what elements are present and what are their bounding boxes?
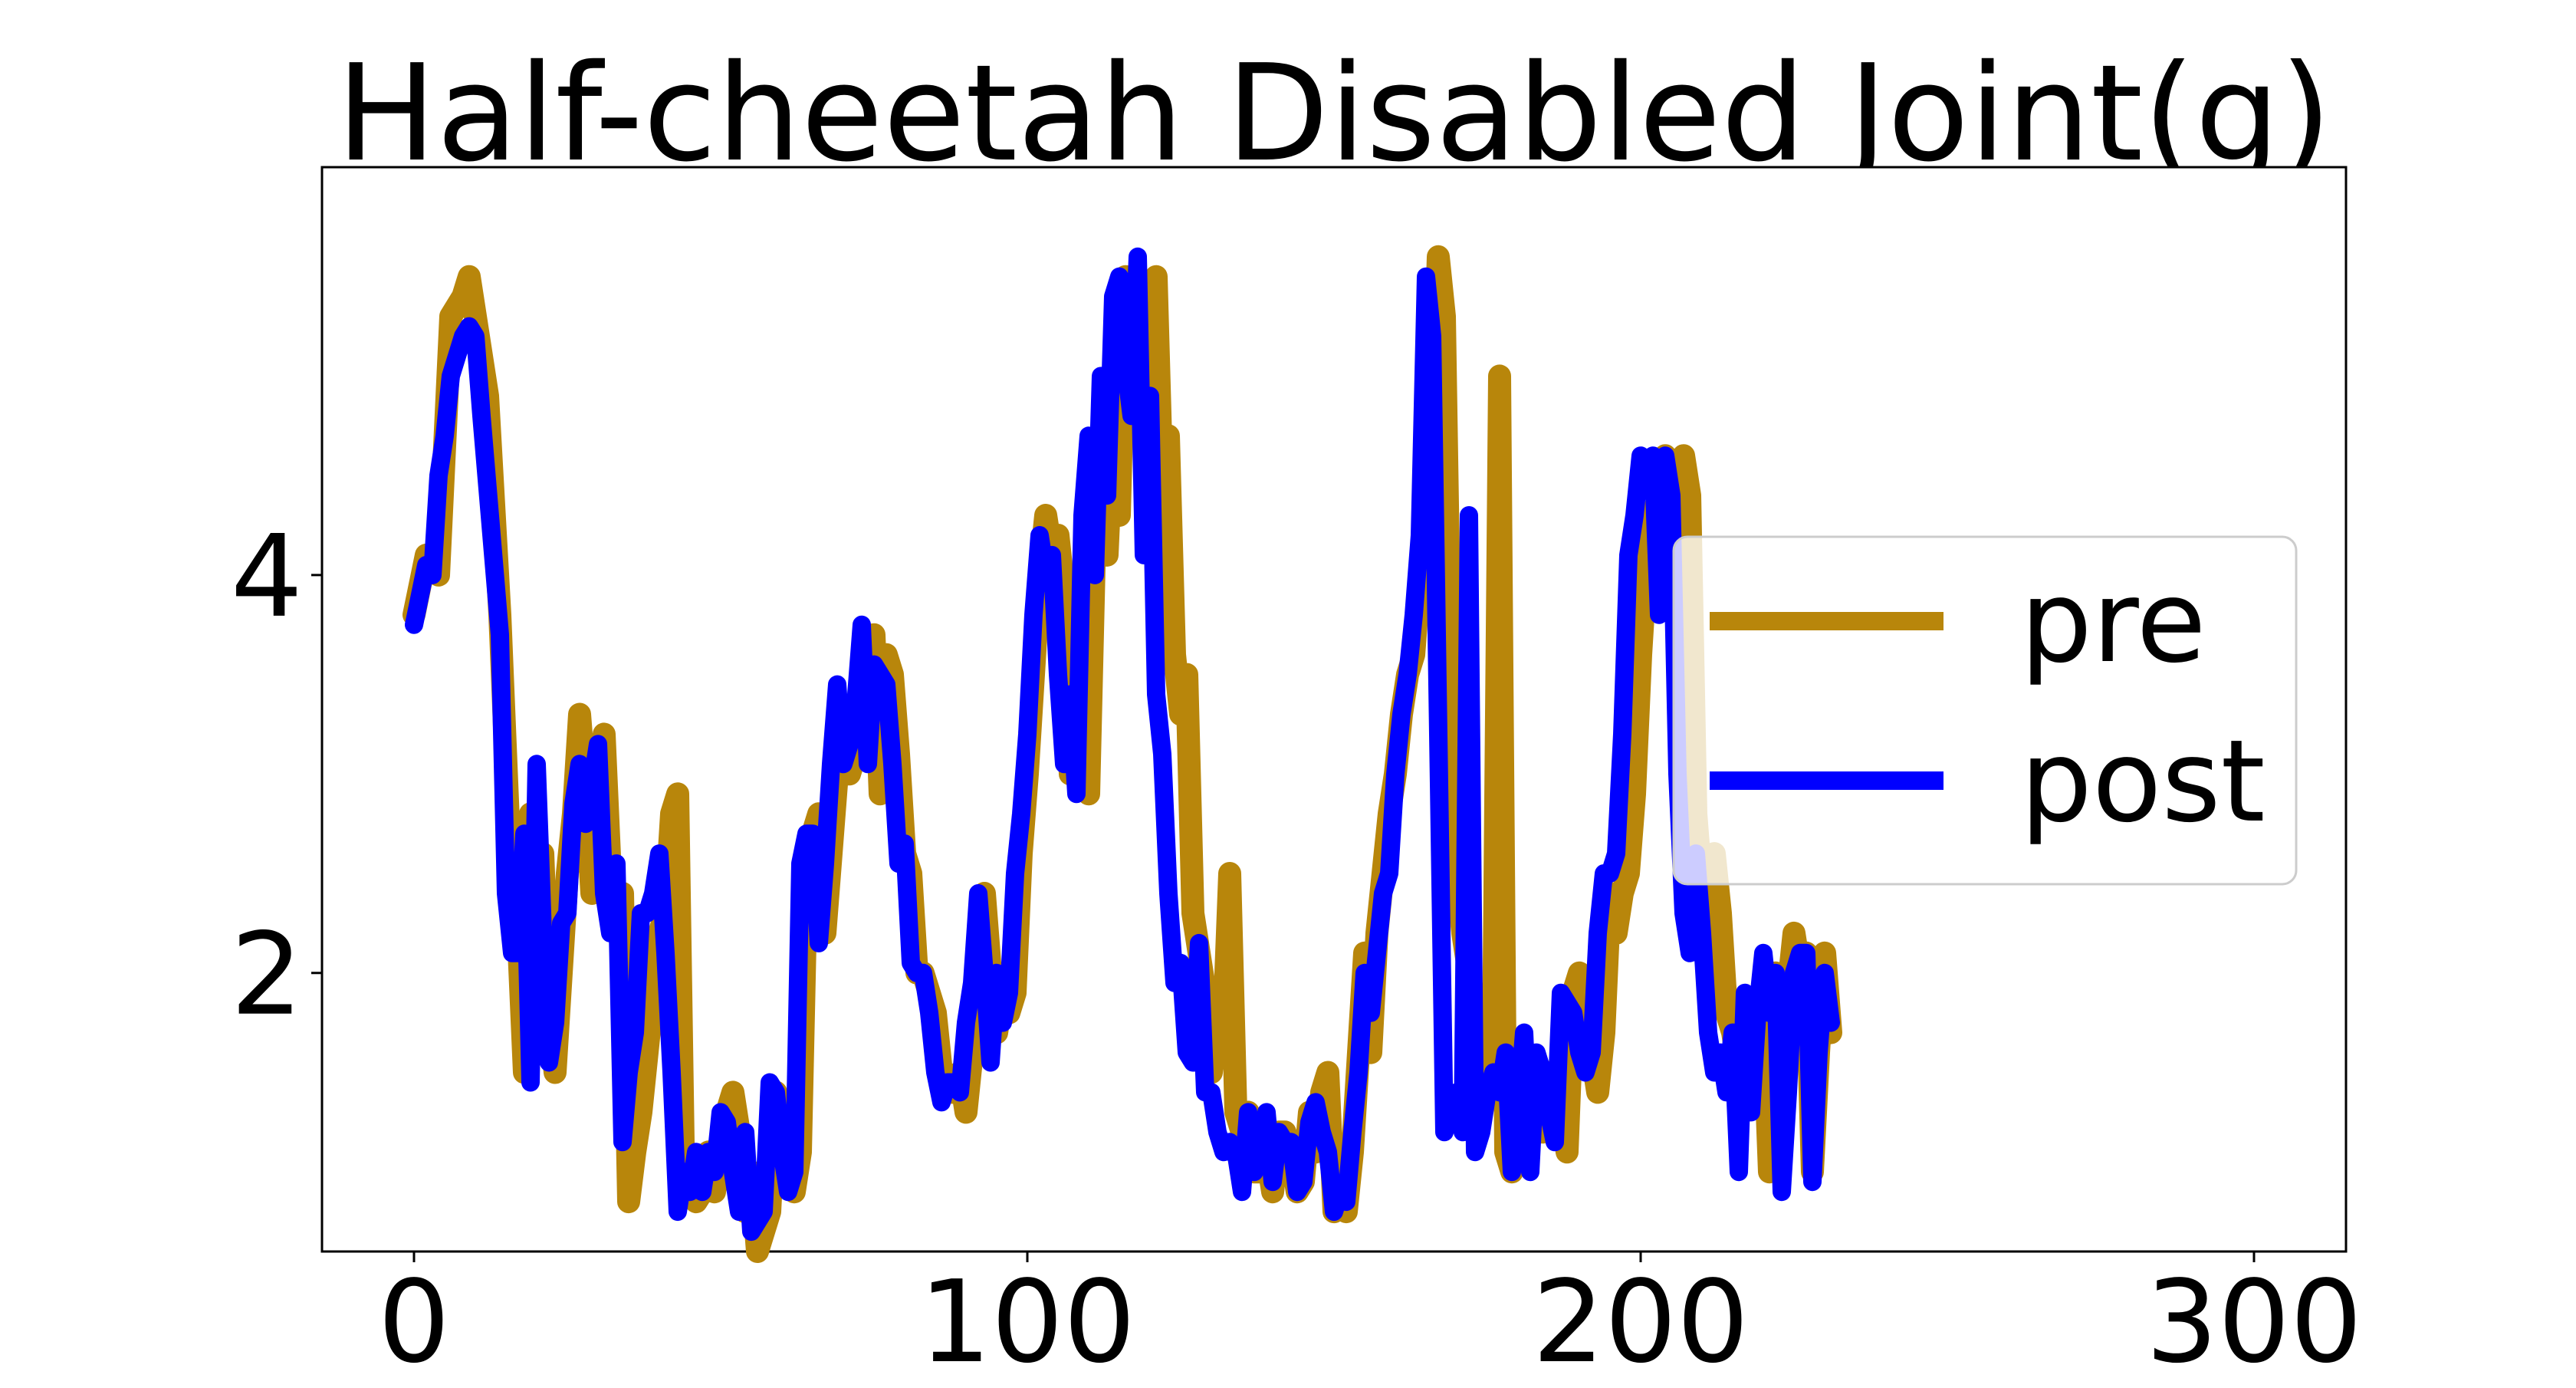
chart-title: Half-cheetah Disabled Joint(g) — [337, 36, 2332, 192]
legend-label-post: post — [2020, 715, 2266, 847]
x-tick-label: 200 — [1533, 1256, 1750, 1388]
y-axis: 24 — [231, 511, 322, 1041]
series-line-post — [405, 247, 1840, 1242]
legend: pre post — [1672, 535, 2298, 886]
legend-label-pre: pre — [2020, 556, 2206, 688]
series-layer — [402, 245, 1842, 1263]
x-tick-label: 100 — [919, 1256, 1136, 1388]
x-tick-label: 300 — [2146, 1256, 2363, 1388]
x-tick-label: 0 — [378, 1256, 450, 1388]
x-axis: 0 100 200 300 — [378, 1252, 2362, 1388]
y-tick-label: 2 — [231, 909, 303, 1041]
y-tick-label: 4 — [231, 511, 303, 643]
